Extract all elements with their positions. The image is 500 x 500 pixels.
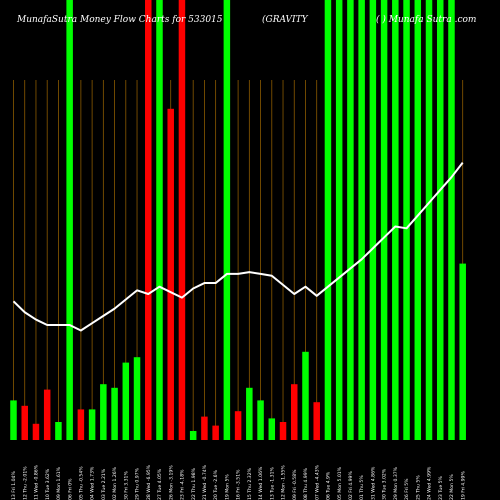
x-tick-label: 25 Thu 5%	[415, 475, 421, 500]
x-tick-label: 06 Tue 4.9%	[326, 471, 332, 500]
x-tick-label: 31 Wed 4.86%	[370, 466, 376, 500]
bar-up	[425, 0, 433, 440]
title-left: MunafaSutra Money Flow Charts for 533015	[16, 15, 223, 25]
x-tick-label: 30 Fri 3.31%	[123, 471, 129, 500]
bar-down	[145, 0, 152, 440]
line-series	[12, 161, 464, 332]
bar-up	[122, 362, 130, 440]
bar-up	[436, 0, 444, 440]
bar-down	[77, 409, 85, 440]
bar-down	[21, 405, 28, 440]
x-tick-label: 13 Tue -1.31%	[269, 467, 275, 500]
bar-down	[212, 425, 219, 440]
x-tick-label: 29 Mon 0.37%	[393, 466, 399, 500]
bar-up	[268, 418, 276, 440]
bar-series	[10, 0, 466, 441]
chart-title: MunafaSutra Money Flow Charts for 533015…	[16, 14, 476, 25]
x-tick-label: 22 Thu 1.98%	[191, 467, 197, 500]
x-tick-label: 06 Fri 0%	[67, 478, 73, 500]
bar-up	[448, 0, 455, 440]
x-tick-label: 28 Wed -6.95%	[146, 464, 152, 500]
bar-up	[223, 0, 231, 440]
x-tick-label: 19 Mon 5%	[224, 474, 230, 500]
x-tick-label: 13 Fri 1.04%	[11, 471, 17, 500]
x-tick-label: 23 Fri -4.18%	[180, 469, 186, 500]
bar-up	[246, 387, 253, 440]
x-tick-label: 03 Tue 2.21%	[101, 468, 107, 500]
bar-down	[43, 389, 51, 440]
bar-down	[32, 423, 40, 440]
bar-up	[257, 400, 264, 440]
x-tick-labels: 13 Fri 1.04% 12 Thu -2.01% 11 Wed -0.86% 10…	[11, 464, 466, 500]
x-tick-label: 02 Mon 1.26%	[112, 466, 118, 500]
x-tick-label: 05 Thu -0.54%	[78, 466, 84, 500]
bar-down	[279, 422, 287, 440]
x-tick-label: 16 Fri -3.51%	[236, 469, 242, 500]
bar-down	[178, 0, 186, 440]
x-tick-label: 14 Wed 1.06%	[258, 466, 264, 500]
bar-up	[392, 0, 399, 440]
x-tick-label: 09 Mon 1.61%	[56, 466, 62, 500]
x-tick-label: 01 Thu 5%	[359, 475, 365, 500]
x-tick-label: 12 Thu -2.01%	[22, 466, 28, 500]
x-tick-label: 10 Tue 3.62%	[45, 468, 51, 500]
bar-up	[380, 0, 388, 440]
x-tick-label: 02 Fri 4.99%	[348, 471, 354, 500]
x-tick-label: 20 Tue -2.6%	[213, 469, 219, 500]
bar-up	[111, 387, 118, 440]
x-tick-label: 09 Fri -0.58%	[292, 469, 298, 500]
bar-up	[369, 0, 377, 440]
x-tick-label: 30 Tue 3.02%	[382, 468, 388, 500]
x-tick-label: 04 Wed 1.73%	[90, 466, 96, 500]
bar-up	[459, 263, 466, 440]
x-tick-label: 12 Mon -1.55%	[281, 465, 287, 500]
bar-up	[156, 0, 163, 440]
x-tick-label: 22 Mon 5%	[449, 474, 455, 500]
x-tick-label: 21 Wed -0.74%	[202, 464, 208, 500]
bar-down	[313, 402, 320, 440]
bar-up	[133, 357, 141, 440]
bar-up	[403, 0, 410, 440]
bar-up	[55, 422, 62, 440]
bar-up	[189, 431, 197, 440]
bar-up	[358, 0, 365, 440]
money-flow-line	[12, 161, 464, 332]
bar-down	[201, 416, 208, 440]
x-tick-label: 29 Thu 0.97%	[135, 467, 141, 500]
x-tick-label: 26 Fri 5%	[404, 478, 410, 500]
x-tick-label: 07 Wed -4.43%	[314, 464, 320, 500]
bar-up	[100, 384, 107, 440]
title-mid: (GRAVITY	[262, 14, 309, 25]
bar-up	[324, 0, 332, 440]
bar-up	[347, 0, 354, 440]
x-tick-label: 08 Thu 4.99%	[303, 467, 309, 500]
x-tick-label: 24 Wed 4.99%	[427, 466, 433, 500]
bar-up	[10, 400, 17, 440]
x-tick-label: 05 Mon 5.01%	[337, 466, 343, 500]
bar-up	[302, 351, 309, 440]
x-tick-label: 15 Thu 2.32%	[247, 467, 253, 500]
bar-down	[167, 108, 174, 441]
x-tick-label: 11 Wed -0.86%	[34, 464, 40, 500]
x-tick-label: 23 Tue 5%	[438, 475, 444, 500]
x-tick-label: 26 Mon -3.19%	[168, 465, 174, 500]
bar-up	[66, 0, 73, 440]
bar-up	[335, 0, 343, 440]
bar-up	[88, 409, 96, 440]
bar-up	[414, 0, 422, 440]
x-tick-label: 27 Tue 4.05%	[157, 468, 163, 500]
bar-down	[291, 384, 298, 440]
bar-down	[234, 411, 242, 440]
x-tick-label: 19 Fri 4.99%	[460, 471, 466, 500]
title-right: ( ) Munafa Sutra .com	[376, 14, 476, 25]
